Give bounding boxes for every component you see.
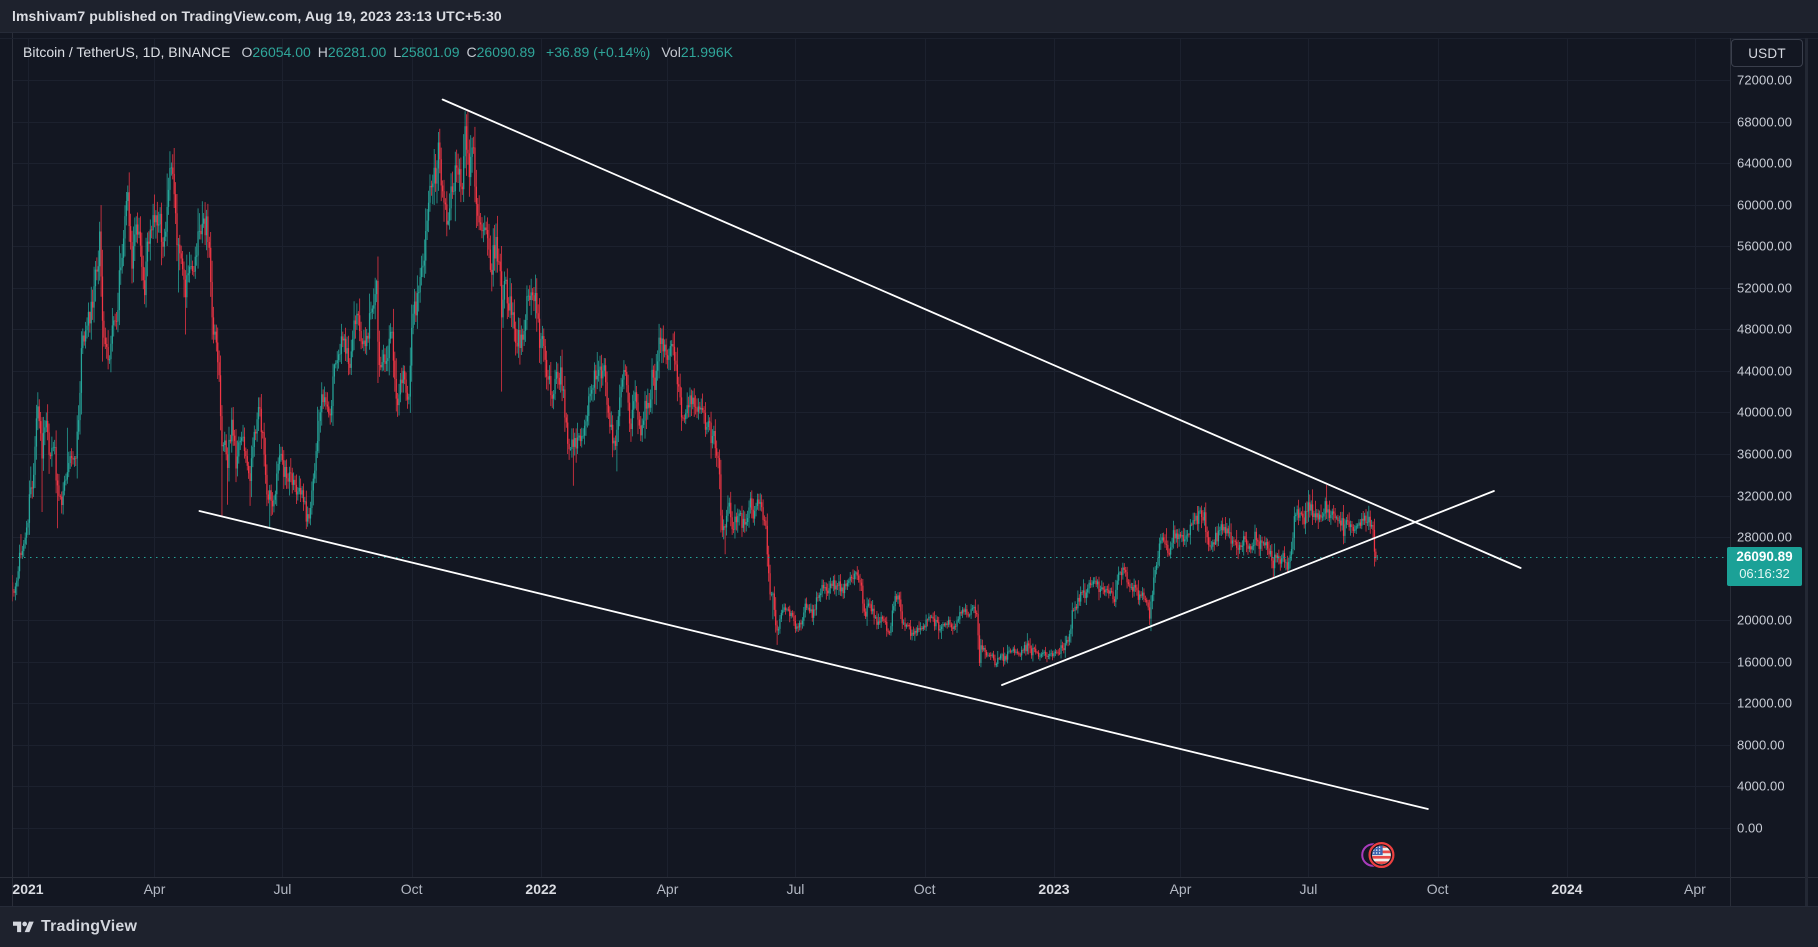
price-tick-label: 48000.00 [1737, 321, 1793, 337]
candles [12, 111, 1378, 668]
time-tick-label: Jul [1299, 881, 1318, 897]
up-candle-wicks [14, 111, 1378, 668]
price-tick-label: 60000.00 [1737, 197, 1793, 213]
down-candle-bodies [12, 126, 1377, 666]
price-tick-label: 28000.00 [1737, 529, 1793, 545]
time-tick-label: Jul [273, 881, 292, 897]
low-value: 25801.09 [401, 44, 460, 60]
low-label: L [393, 44, 402, 60]
price-tick-label: 52000.00 [1737, 280, 1793, 296]
time-tick-label: Apr [656, 881, 679, 897]
tradingview-logo[interactable]: TradingView [13, 918, 137, 936]
time-tick-label: 2023 [1038, 881, 1070, 897]
time-tick-label: 2021 [12, 881, 44, 897]
bottom-toolbar: TradingView [0, 906, 1818, 947]
open-value: 26054.00 [252, 44, 311, 60]
price-tick-label: 36000.00 [1737, 446, 1793, 462]
price-tick-label: 12000.00 [1737, 695, 1793, 711]
price-tick-label: 56000.00 [1737, 238, 1793, 254]
price-tick-label: 40000.00 [1737, 404, 1793, 420]
chart-legend: Bitcoin / TetherUS, 1D, BINANCE O 26054.00… [23, 44, 733, 60]
trend-line[interactable] [1001, 490, 1495, 686]
time-tick-label: Apr [1683, 881, 1706, 897]
time-tick-label: Apr [1169, 881, 1192, 897]
last-price-label: 26090.89 06:16:32 [1727, 547, 1802, 586]
tradingview-wordmark: TradingView [41, 918, 138, 935]
symbol-title[interactable]: Bitcoin / TetherUS, 1D, BINANCE [23, 44, 231, 60]
change-value: +36.89 (+0.14%) [546, 44, 651, 60]
high-label: H [317, 44, 328, 60]
last-price-value: 26090.89 [1736, 549, 1793, 564]
up-candle-bodies [14, 126, 1378, 666]
price-tick-label: 4000.00 [1737, 778, 1785, 794]
event-icon-us-flag[interactable] [1367, 841, 1396, 869]
close-value: 26090.89 [476, 44, 536, 60]
price-tick-label: 8000.00 [1737, 737, 1785, 753]
down-candle-wicks [12, 111, 1377, 668]
price-tick-label: 72000.00 [1737, 72, 1793, 88]
time-tick-label: 2022 [525, 881, 557, 897]
volume-label: Vol [661, 44, 681, 60]
price-tick-label: 32000.00 [1737, 488, 1793, 504]
price-tick-label: 16000.00 [1737, 654, 1793, 670]
time-tick-label: Oct [1426, 881, 1449, 897]
time-tick-label: Apr [143, 881, 166, 897]
publisher-bar: lmshivam7 published on TradingView.com, … [0, 0, 1818, 33]
open-label: O [241, 44, 253, 60]
bar-countdown: 06:16:32 [1739, 566, 1790, 581]
pane-frame [0, 33, 1818, 906]
trend-lines[interactable] [198, 98, 1522, 810]
tradingview-logo-icon [13, 921, 34, 932]
price-tick-label: 64000.00 [1737, 155, 1793, 171]
time-tick-label: Oct [400, 881, 423, 897]
volume-value: 21.996K [680, 44, 733, 60]
grid [12, 38, 1730, 877]
time-tick-label: Jul [786, 881, 805, 897]
time-tick-label: Oct [913, 881, 936, 897]
high-value: 26281.00 [327, 44, 387, 60]
currency-toggle-button[interactable]: USDT [1731, 39, 1803, 67]
time-tick-label: 2024 [1551, 881, 1583, 897]
price-tick-label: 20000.00 [1737, 612, 1793, 628]
price-tick-label: 68000.00 [1737, 114, 1793, 130]
price-tick-label: 0.00 [1737, 820, 1763, 836]
price-tick-label: 44000.00 [1737, 363, 1793, 379]
trend-line[interactable] [198, 510, 1429, 810]
close-label: C [466, 44, 477, 60]
trend-line[interactable] [441, 98, 1522, 569]
publisher-text: lmshivam7 published on TradingView.com, … [12, 8, 502, 24]
